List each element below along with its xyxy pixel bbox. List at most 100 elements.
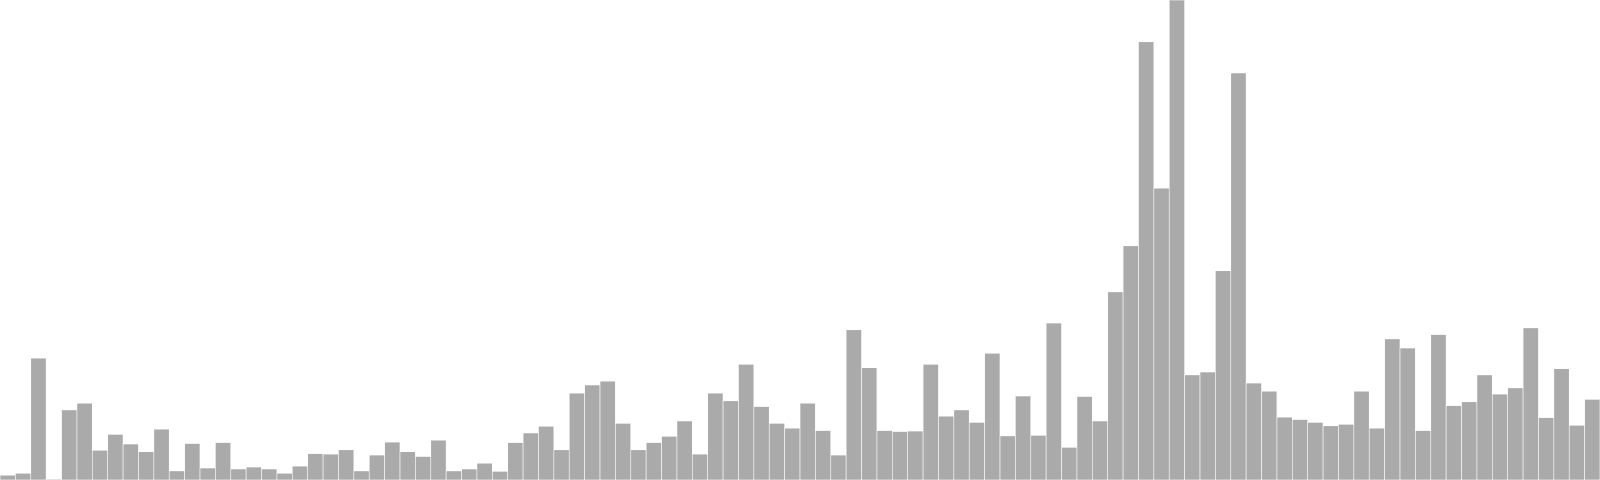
- bar-42: [645, 442, 662, 480]
- bar-61: [938, 415, 955, 480]
- bar-14: [215, 442, 232, 480]
- bar-18: [276, 472, 293, 480]
- bar-57: [876, 430, 893, 480]
- bar-80: [1230, 72, 1247, 480]
- bar-51: [784, 427, 801, 480]
- bar-44: [676, 420, 693, 480]
- bar-53: [815, 430, 832, 480]
- bar-100: [1538, 417, 1555, 480]
- bar-102: [1568, 424, 1585, 480]
- bar-75: [1153, 187, 1170, 480]
- bar-21: [322, 453, 339, 480]
- bar-4: [61, 409, 78, 480]
- bar-46: [707, 392, 724, 480]
- bar-90: [1384, 338, 1401, 480]
- bar-55: [845, 329, 862, 480]
- bar-72: [1107, 291, 1124, 480]
- bar-33: [507, 442, 524, 480]
- bar-0: [0, 474, 16, 480]
- bar-12: [184, 443, 201, 480]
- bar-89: [1368, 427, 1385, 480]
- bar-99: [1522, 327, 1539, 480]
- bar-77: [1184, 374, 1201, 480]
- bar-78: [1199, 371, 1216, 480]
- bar-79: [1215, 270, 1232, 480]
- bar-50: [768, 423, 785, 480]
- bar-67: [1030, 435, 1047, 480]
- bar-66: [1015, 395, 1032, 480]
- bar-85: [1307, 422, 1324, 480]
- bar-37: [568, 392, 585, 480]
- bar-52: [799, 402, 816, 480]
- bar-59: [907, 430, 924, 480]
- bar-1: [15, 472, 32, 480]
- bar-40: [615, 423, 632, 480]
- bar-93: [1430, 334, 1447, 480]
- bar-56: [861, 367, 878, 480]
- bar-7: [107, 434, 124, 480]
- bar-64: [984, 352, 1001, 480]
- bar-43: [661, 436, 678, 480]
- bar-62: [953, 409, 970, 480]
- bar-36: [553, 449, 570, 480]
- bar-92: [1415, 430, 1432, 480]
- bar-34: [522, 432, 539, 480]
- bar-54: [830, 454, 847, 480]
- bar-76: [1168, 0, 1185, 480]
- bar-65: [999, 435, 1016, 480]
- bar-30: [461, 468, 478, 480]
- bar-24: [368, 454, 385, 480]
- bar-15: [230, 468, 247, 480]
- bar-88: [1353, 390, 1370, 480]
- bar-71: [1092, 420, 1108, 480]
- bar-32: [492, 471, 508, 480]
- bar-25: [384, 441, 401, 480]
- bar-70: [1076, 396, 1093, 480]
- bar-81: [1245, 382, 1262, 480]
- bar-96: [1476, 374, 1493, 480]
- bar-58: [892, 431, 908, 480]
- bar-31: [476, 462, 493, 480]
- bar-2: [30, 357, 47, 480]
- bar-28: [430, 439, 447, 480]
- bar-22: [338, 449, 355, 480]
- bar-10: [153, 428, 170, 480]
- bar-82: [1261, 390, 1278, 480]
- bar-48: [738, 364, 755, 480]
- bar-49: [753, 406, 770, 480]
- bar-69: [1061, 447, 1078, 480]
- bar-103: [1584, 399, 1600, 480]
- bar-45: [692, 453, 708, 480]
- bar-73: [1122, 245, 1139, 480]
- bar-101: [1553, 368, 1570, 480]
- bar-91: [1399, 347, 1416, 480]
- bar-5: [76, 402, 93, 480]
- bar-41: [630, 449, 647, 480]
- bar-63: [968, 422, 985, 480]
- bar-84: [1292, 419, 1308, 480]
- bar-27: [415, 456, 432, 480]
- bar-47: [722, 400, 739, 480]
- bar-86: [1322, 425, 1339, 480]
- bar-97: [1492, 393, 1508, 480]
- bar-13: [199, 467, 216, 480]
- bar-20: [307, 453, 324, 480]
- bar-26: [399, 451, 416, 480]
- bar-95: [1461, 401, 1478, 480]
- bar-23: [353, 470, 370, 480]
- bar-83: [1276, 416, 1293, 480]
- bar-6: [92, 449, 108, 480]
- bar-98: [1507, 387, 1524, 480]
- bar-8: [122, 443, 139, 480]
- bar-38: [584, 384, 601, 480]
- bar-68: [1045, 322, 1062, 480]
- bar-17: [261, 468, 278, 480]
- bar-60: [922, 364, 939, 480]
- bar-39: [599, 380, 616, 480]
- bar-87: [1338, 424, 1355, 480]
- bar-16: [245, 466, 262, 480]
- bar-35: [538, 425, 555, 480]
- bar-74: [1138, 41, 1155, 480]
